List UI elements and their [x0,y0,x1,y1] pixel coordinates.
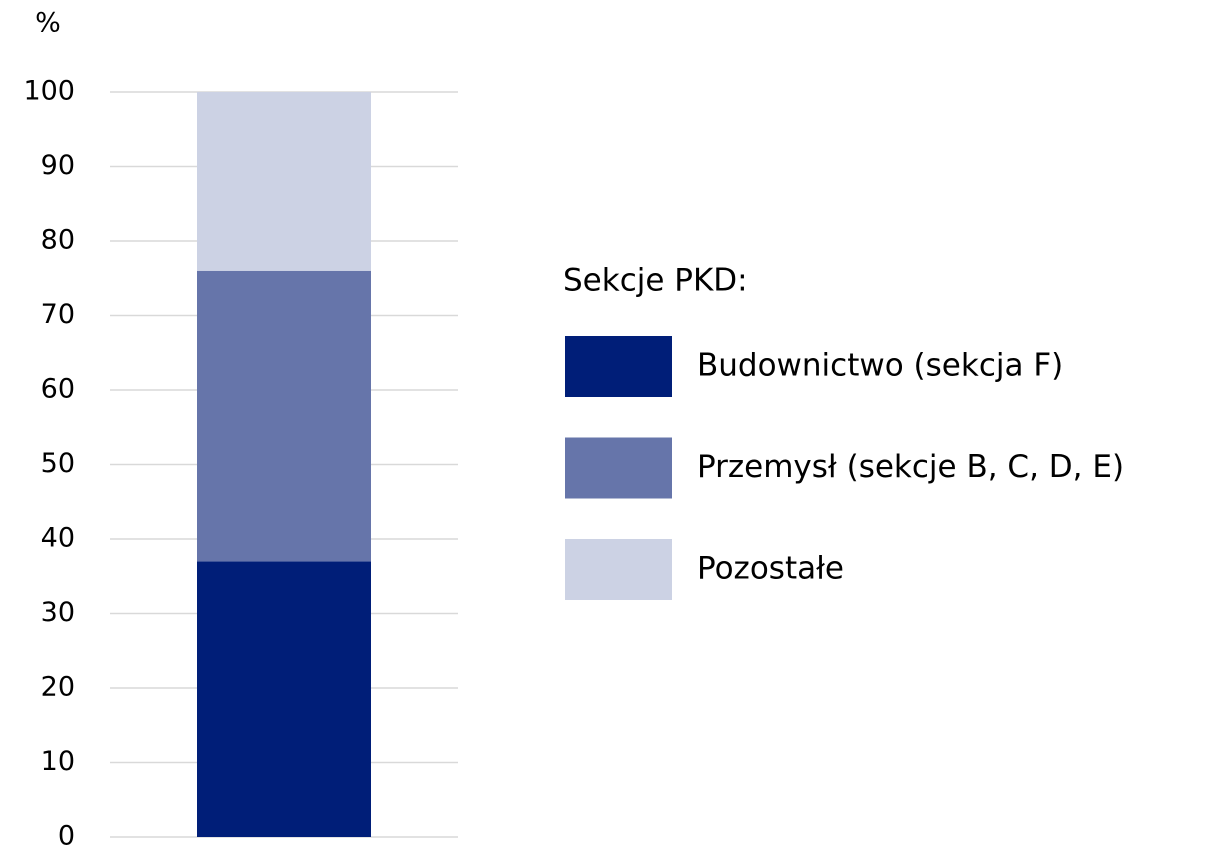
y-tick-label: 0 [58,821,75,850]
legend-label: Budownictwo (sekcja F) [697,348,1063,384]
y-tick-label: 60 [41,374,75,405]
bar-segment [197,561,371,837]
y-tick-label: 100 [23,76,75,107]
y-tick-label: 80 [41,225,75,256]
y-tick-label: 50 [41,448,75,479]
bar-segment [197,92,371,271]
legend-label: Przemysł (sekcje B, C, D, E) [697,449,1124,485]
legend-label: Pozostałe [697,551,844,587]
y-tick-label: 30 [41,597,75,628]
y-tick-label: 70 [41,299,75,330]
legend-swatch [565,437,672,499]
y-tick-label: 20 [41,672,75,703]
legend-swatch [565,336,672,397]
y-tick-label: 90 [41,150,75,181]
y-tick-label: 40 [41,523,75,554]
legend-swatch [565,539,672,600]
y-axis-label: % [35,8,61,39]
y-tick-label: 10 [41,746,75,777]
legend-title: Sekcje PKD: [563,263,748,299]
bar-segment [197,270,371,562]
